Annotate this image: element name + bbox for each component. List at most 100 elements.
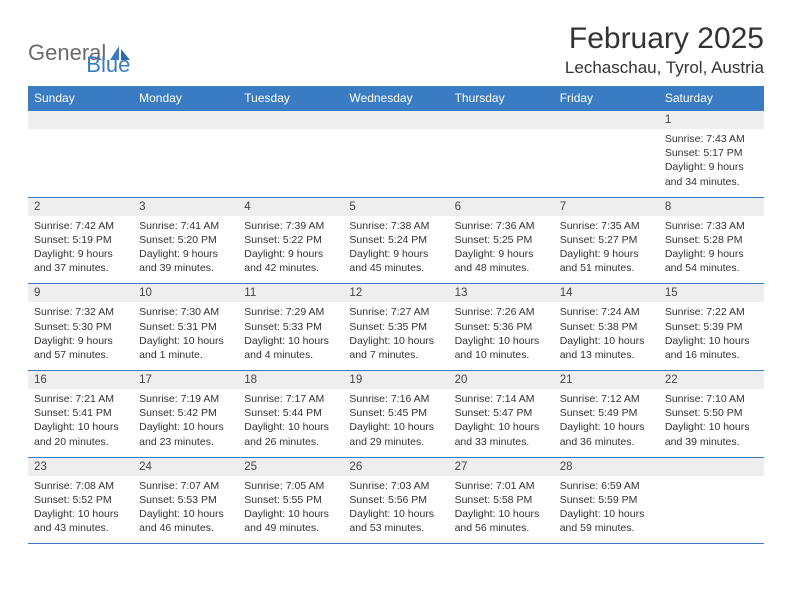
day-header: Wednesday [343, 86, 448, 110]
day-cell: Sunrise: 7:36 AMSunset: 5:25 PMDaylight:… [449, 216, 554, 284]
daylight-text: Daylight: 10 hours and 13 minutes. [560, 334, 653, 362]
day-cell: Sunrise: 7:03 AMSunset: 5:56 PMDaylight:… [343, 476, 448, 544]
sunset-text: Sunset: 5:17 PM [665, 146, 758, 160]
day-number: 1 [659, 111, 764, 129]
brand-part2: Blue [86, 52, 130, 78]
week: 9101112131415Sunrise: 7:32 AMSunset: 5:3… [28, 284, 764, 371]
day-number: 14 [554, 284, 659, 302]
brand-logo: General Blue [28, 22, 130, 78]
day-number: 9 [28, 284, 133, 302]
daylight-text: Daylight: 10 hours and 16 minutes. [665, 334, 758, 362]
day-number [449, 111, 554, 129]
day-body-row: Sunrise: 7:43 AMSunset: 5:17 PMDaylight:… [28, 129, 764, 197]
sunset-text: Sunset: 5:20 PM [139, 233, 232, 247]
day-cell: Sunrise: 7:39 AMSunset: 5:22 PMDaylight:… [238, 216, 343, 284]
daylight-text: Daylight: 10 hours and 10 minutes. [455, 334, 548, 362]
day-cell: Sunrise: 7:27 AMSunset: 5:35 PMDaylight:… [343, 302, 448, 370]
day-number: 19 [343, 371, 448, 389]
day-cell: Sunrise: 7:42 AMSunset: 5:19 PMDaylight:… [28, 216, 133, 284]
sunset-text: Sunset: 5:39 PM [665, 320, 758, 334]
week: 16171819202122Sunrise: 7:21 AMSunset: 5:… [28, 371, 764, 458]
day-number: 18 [238, 371, 343, 389]
daylight-text: Daylight: 10 hours and 49 minutes. [244, 507, 337, 535]
daylight-text: Daylight: 10 hours and 56 minutes. [455, 507, 548, 535]
day-cell: Sunrise: 7:43 AMSunset: 5:17 PMDaylight:… [659, 129, 764, 197]
day-cell [343, 129, 448, 197]
daylight-text: Daylight: 10 hours and 43 minutes. [34, 507, 127, 535]
day-number [343, 111, 448, 129]
sunset-text: Sunset: 5:56 PM [349, 493, 442, 507]
day-number: 24 [133, 458, 238, 476]
sunrise-text: Sunrise: 7:35 AM [560, 219, 653, 233]
sunset-text: Sunset: 5:25 PM [455, 233, 548, 247]
day-cell: Sunrise: 7:08 AMSunset: 5:52 PMDaylight:… [28, 476, 133, 544]
day-number-row: 16171819202122 [28, 371, 764, 389]
day-number: 15 [659, 284, 764, 302]
day-header-row: Sunday Monday Tuesday Wednesday Thursday… [28, 86, 764, 110]
sunset-text: Sunset: 5:44 PM [244, 406, 337, 420]
daylight-text: Daylight: 10 hours and 7 minutes. [349, 334, 442, 362]
sunrise-text: Sunrise: 7:32 AM [34, 305, 127, 319]
week: 1Sunrise: 7:43 AMSunset: 5:17 PMDaylight… [28, 111, 764, 198]
day-header: Friday [554, 86, 659, 110]
daylight-text: Daylight: 10 hours and 53 minutes. [349, 507, 442, 535]
day-number: 17 [133, 371, 238, 389]
day-number-row: 2345678 [28, 198, 764, 216]
sunrise-text: Sunrise: 7:01 AM [455, 479, 548, 493]
daylight-text: Daylight: 10 hours and 33 minutes. [455, 420, 548, 448]
daylight-text: Daylight: 9 hours and 39 minutes. [139, 247, 232, 275]
sunrise-text: Sunrise: 7:17 AM [244, 392, 337, 406]
page-header: General Blue February 2025 Lechaschau, T… [28, 22, 764, 78]
day-number: 23 [28, 458, 133, 476]
day-number: 28 [554, 458, 659, 476]
day-header: Monday [133, 86, 238, 110]
daylight-text: Daylight: 9 hours and 48 minutes. [455, 247, 548, 275]
sunrise-text: Sunrise: 7:03 AM [349, 479, 442, 493]
day-body-row: Sunrise: 7:32 AMSunset: 5:30 PMDaylight:… [28, 302, 764, 370]
sunset-text: Sunset: 5:59 PM [560, 493, 653, 507]
daylight-text: Daylight: 10 hours and 59 minutes. [560, 507, 653, 535]
sunset-text: Sunset: 5:24 PM [349, 233, 442, 247]
sunset-text: Sunset: 5:28 PM [665, 233, 758, 247]
daylight-text: Daylight: 9 hours and 57 minutes. [34, 334, 127, 362]
day-cell: Sunrise: 7:21 AMSunset: 5:41 PMDaylight:… [28, 389, 133, 457]
day-body-row: Sunrise: 7:21 AMSunset: 5:41 PMDaylight:… [28, 389, 764, 457]
sunrise-text: Sunrise: 7:21 AM [34, 392, 127, 406]
sunrise-text: Sunrise: 7:39 AM [244, 219, 337, 233]
day-cell: Sunrise: 7:05 AMSunset: 5:55 PMDaylight:… [238, 476, 343, 544]
sunset-text: Sunset: 5:49 PM [560, 406, 653, 420]
sunset-text: Sunset: 5:38 PM [560, 320, 653, 334]
day-number [28, 111, 133, 129]
day-number-row: 232425262728 [28, 458, 764, 476]
calendar-body: 1Sunrise: 7:43 AMSunset: 5:17 PMDaylight… [28, 110, 764, 544]
day-header: Thursday [449, 86, 554, 110]
day-number: 25 [238, 458, 343, 476]
day-cell: Sunrise: 7:41 AMSunset: 5:20 PMDaylight:… [133, 216, 238, 284]
sunset-text: Sunset: 5:47 PM [455, 406, 548, 420]
sunrise-text: Sunrise: 7:29 AM [244, 305, 337, 319]
day-number: 20 [449, 371, 554, 389]
day-number: 16 [28, 371, 133, 389]
month-title: February 2025 [565, 22, 764, 56]
daylight-text: Daylight: 9 hours and 51 minutes. [560, 247, 653, 275]
day-number: 27 [449, 458, 554, 476]
daylight-text: Daylight: 10 hours and 26 minutes. [244, 420, 337, 448]
day-cell: Sunrise: 7:22 AMSunset: 5:39 PMDaylight:… [659, 302, 764, 370]
day-cell: Sunrise: 7:38 AMSunset: 5:24 PMDaylight:… [343, 216, 448, 284]
day-number: 5 [343, 198, 448, 216]
daylight-text: Daylight: 10 hours and 20 minutes. [34, 420, 127, 448]
day-number: 11 [238, 284, 343, 302]
day-cell: Sunrise: 7:16 AMSunset: 5:45 PMDaylight:… [343, 389, 448, 457]
sunrise-text: Sunrise: 6:59 AM [560, 479, 653, 493]
day-header: Sunday [28, 86, 133, 110]
sunset-text: Sunset: 5:36 PM [455, 320, 548, 334]
sunrise-text: Sunrise: 7:42 AM [34, 219, 127, 233]
sunset-text: Sunset: 5:52 PM [34, 493, 127, 507]
day-number: 13 [449, 284, 554, 302]
day-cell: Sunrise: 7:30 AMSunset: 5:31 PMDaylight:… [133, 302, 238, 370]
daylight-text: Daylight: 10 hours and 39 minutes. [665, 420, 758, 448]
day-number [659, 458, 764, 476]
sunrise-text: Sunrise: 7:07 AM [139, 479, 232, 493]
day-number: 12 [343, 284, 448, 302]
daylight-text: Daylight: 10 hours and 4 minutes. [244, 334, 337, 362]
